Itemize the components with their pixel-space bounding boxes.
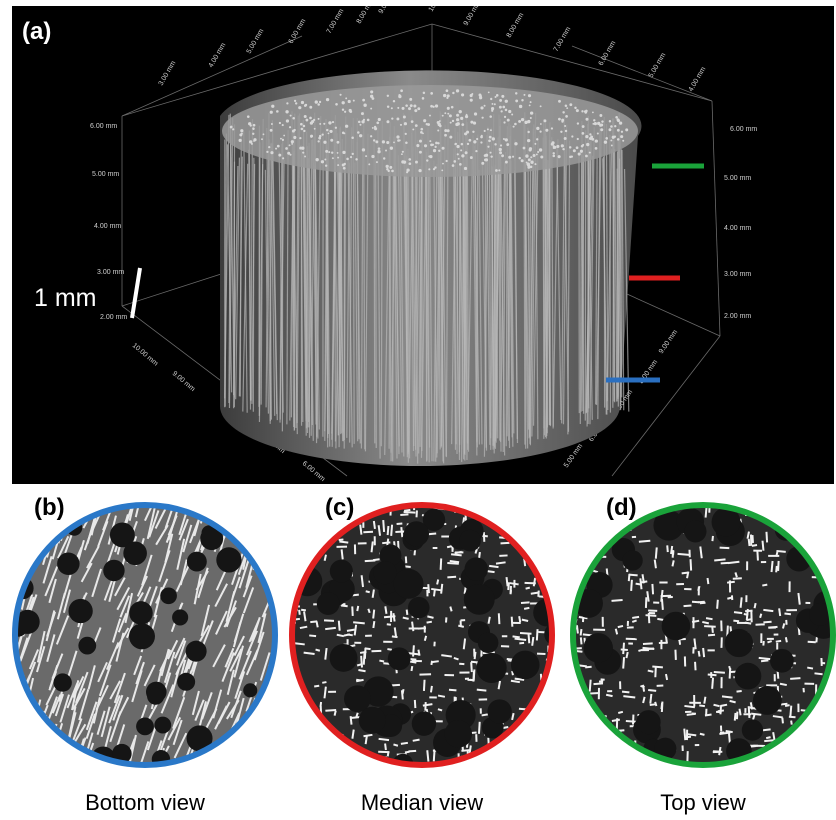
right-axis-tick-label: 4.00 mm <box>724 225 751 232</box>
left-axis-tick-label: 4.00 mm <box>94 223 121 230</box>
top-axis-tick-label: 6.00 mm <box>288 18 308 45</box>
right-axis-tick-label: 5.00 mm <box>724 175 751 182</box>
left-axis-tick-label: 6.00 mm <box>90 123 117 130</box>
top-axis-tick-label: 9.00 mm <box>378 6 398 15</box>
render-canvas: 6.00 mm 5.00 mm 4.00 mm 3.00 mm 2.00 mm 6.00 … <box>90 6 757 483</box>
top-view-panel <box>568 500 836 770</box>
bottom-left-axis-tick-label: 9.00 mm <box>171 370 196 393</box>
bottom-left-axis-tick-label: 10.00 mm <box>131 342 159 367</box>
top-axis-tick-label: 5.00 mm <box>246 28 266 55</box>
panel-a-3d-render: 6.00 mm 5.00 mm 4.00 mm 3.00 mm 2.00 mm 6.00 … <box>12 6 834 484</box>
left-axis-tick-label: 2.00 mm <box>100 314 127 321</box>
bottom-view-panel <box>10 500 280 770</box>
top-axis-tick-label: 4.00 mm <box>688 66 708 93</box>
top-axis-tick-label: 7.00 mm <box>326 8 346 35</box>
top-axis-tick-label: 3.00 mm <box>158 60 178 87</box>
top-axis-tick-label: 8.00 mm <box>506 12 526 39</box>
left-axis-tick-label: 3.00 mm <box>97 269 124 276</box>
fiber-cylinder <box>220 70 642 466</box>
right-axis-tick-label: 2.00 mm <box>724 313 751 320</box>
bottom-right-axis-tick-label: 9.00 mm <box>658 329 679 355</box>
median-view-caption: Median view <box>360 790 484 815</box>
right-axis-tick-label: 3.00 mm <box>724 271 751 278</box>
bottom-left-axis-tick-label: 6.00 mm <box>301 460 326 483</box>
scale-bar <box>130 267 142 319</box>
left-axis-tick-label: 5.00 mm <box>92 171 119 178</box>
bottom-view-image <box>12 502 278 768</box>
median-view-image <box>289 502 555 768</box>
top-axis-tick-label: 8.00 mm <box>356 6 376 25</box>
top-axis-tick-label: 5.00 mm <box>648 52 668 79</box>
median-view-panel <box>287 500 557 770</box>
panel-d-label: (d) <box>606 494 637 521</box>
top-view-image <box>570 502 836 768</box>
view-ring <box>570 502 836 768</box>
top-axis-tick-label: 10.00 mm <box>428 6 450 13</box>
top-axis-tick-label: 7.00 mm <box>553 26 573 53</box>
panel-b-label: (b) <box>34 494 65 521</box>
top-axis-tick-label: 9.00 mm <box>463 6 483 27</box>
panel-c-label: (c) <box>325 494 355 521</box>
top-view-caption: Top view <box>660 790 746 815</box>
panel-a-label: (a) <box>22 18 52 45</box>
view-ring <box>12 502 278 768</box>
right-axis-tick-label: 6.00 mm <box>730 126 757 133</box>
top-axis-tick-label: 4.00 mm <box>208 42 228 69</box>
view-ring <box>289 502 555 768</box>
scale-bar-label: 1 mm <box>34 284 97 312</box>
bottom-view-caption: Bottom view <box>85 790 205 815</box>
